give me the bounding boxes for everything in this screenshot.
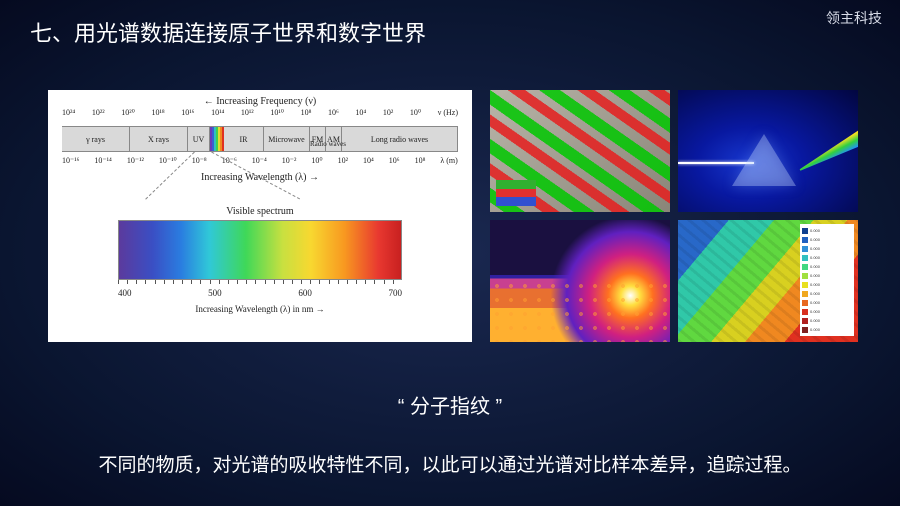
wave-axis: 10⁻¹⁶10⁻¹⁴10⁻¹²10⁻¹⁰10⁻⁸10⁻⁶10⁻⁴10⁻²10⁰1… <box>62 156 458 170</box>
description-text: 不同的物质，对光谱的吸收特性不同，以此可以通过光谱对比样本差异，追踪过程。 <box>0 450 900 477</box>
image-grid: 0.0000.0000.0000.0000.0000.0000.0000.000… <box>490 90 858 342</box>
content-area: ← Increasing Frequency (ν) 10²⁴10²²10²⁰1… <box>48 90 858 342</box>
freq-label: ← Increasing Frequency (ν) <box>48 96 472 107</box>
visible-label: Visible spectrum <box>48 206 472 217</box>
em-spectrum-diagram: ← Increasing Frequency (ν) 10²⁴10²²10²⁰1… <box>48 90 472 342</box>
prism-dispersion-image <box>678 90 858 212</box>
freq-axis: 10²⁴10²²10²⁰10¹⁸10¹⁶10¹⁴10¹²10¹⁰10⁸10⁶10… <box>62 108 458 122</box>
visible-ticks <box>118 280 402 286</box>
classification-map-image: 0.0000.0000.0000.0000.0000.0000.0000.000… <box>678 220 858 342</box>
thermal-image <box>490 220 670 342</box>
subtitle-quote: “ 分子指纹 ” <box>0 390 900 419</box>
visible-axis: 400500600700 <box>118 288 402 298</box>
slide-title: 七、用光谱数据连接原子世界和数字世界 <box>30 16 426 48</box>
hyperspectral-map-image <box>490 90 670 212</box>
band-bar: γ raysX raysUVIRMicrowaveFMAMLong radio … <box>62 126 458 152</box>
visible-caption: Increasing Wavelength (λ) in nm → <box>48 304 472 314</box>
visible-spectrum-bar <box>118 220 402 280</box>
brand-label: 领主科技 <box>826 8 882 28</box>
